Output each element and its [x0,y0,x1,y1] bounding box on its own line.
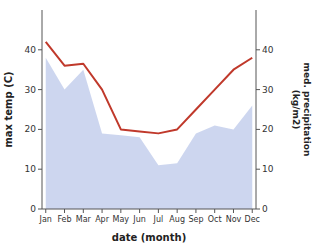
y2-tick-label: 0 [262,204,268,214]
x-axis-label: date (month) [112,232,186,243]
x-tick [139,209,140,213]
y2-axis-line [256,10,257,209]
y-tick-label: 0 [30,204,36,214]
y2-tick-label: 20 [262,124,274,134]
x-tick [102,209,103,213]
x-tick-label: Oct [208,215,222,224]
y2-tick-label: 40 [262,45,274,55]
x-tick [158,209,159,213]
x-axis-line [42,209,256,210]
x-tick [233,209,234,213]
y2-axis-label: med. precipitation(kg/m2) [291,63,312,157]
x-tick [83,209,84,213]
x-tick-label: Jan [39,215,52,224]
y2-tick [256,49,260,50]
chart: 0 10 20 30 40 0 10 20 30 40 Jan Feb MarAprMayJun Jul A… [0,0,318,247]
plot-area [46,42,253,209]
y-axis-label: max temp (C) [3,71,14,147]
x-tick-label: Jul [153,215,164,224]
y-tick-label: 40 [25,45,37,55]
x-tick [195,209,196,213]
x-tick [120,209,121,213]
y-tick [38,169,42,170]
y-tick [38,209,42,210]
y-tick [38,89,42,90]
x-tick [45,209,46,213]
y-tick-label: 20 [25,124,37,134]
x-tick-label: May [113,215,130,224]
temperature-line [46,42,253,134]
x-tick [252,209,253,213]
x-tick-label: Sep [188,215,203,224]
y2-tick-label: 10 [262,164,274,174]
y2-axis-label-line: (kg/m2) [291,90,301,130]
x-tick-label: Dec [245,215,260,224]
x-tick-label: Jun [132,215,146,224]
y-axis-line [42,10,43,209]
y2-tick [256,89,260,90]
y-tick-label: 30 [25,85,37,95]
y2-tick [256,129,260,130]
x-tick-label: Apr [95,215,110,224]
x-tick-label: Mar [76,215,92,224]
x-tick-label: Aug [169,215,185,224]
y2-tick-label: 30 [262,85,274,95]
y2-tick [256,209,260,210]
x-tick [64,209,65,213]
x-tick-label: Feb [57,215,71,224]
y2-axis-label-line: med. precipitation [302,63,312,157]
y-tick [38,129,42,130]
x-tick-label: Nov [226,215,242,224]
x-tick [177,209,178,213]
y2-tick [256,169,260,170]
x-tick [214,209,215,213]
y-tick-label: 10 [25,164,37,174]
y-tick [38,49,42,50]
